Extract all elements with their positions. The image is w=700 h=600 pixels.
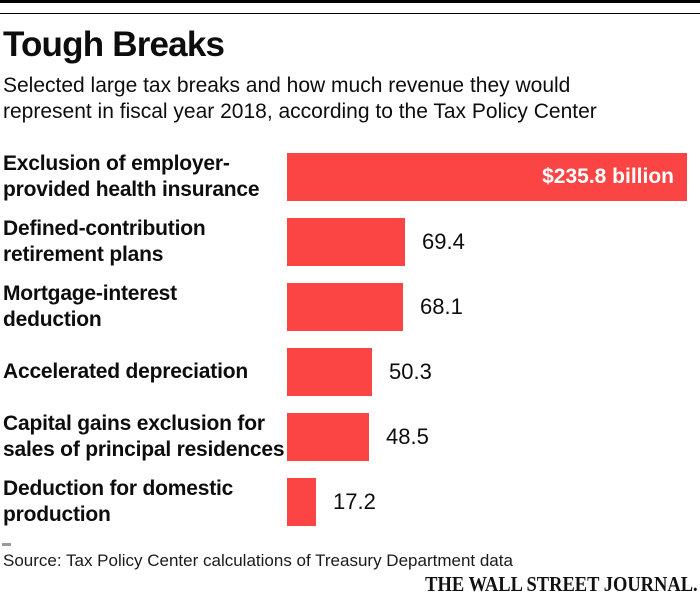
chart-subtitle: Selected large tax breaks and how much r… bbox=[3, 73, 597, 125]
category-label-line: deduction bbox=[3, 308, 102, 331]
chart-title: Tough Breaks bbox=[3, 25, 225, 64]
chart-rows: Exclusion of employer-provided health in… bbox=[0, 151, 700, 543]
source-note: Source: Tax Policy Center calculations o… bbox=[3, 551, 513, 570]
bar bbox=[287, 348, 372, 396]
category-label-line: Capital gains exclusion for bbox=[3, 412, 265, 435]
category-label: Exclusion of employer-provided health in… bbox=[0, 151, 287, 203]
category-label-line: retirement plans bbox=[3, 243, 164, 266]
bar-zone: 68.1 bbox=[287, 283, 700, 331]
bar-zone: $235.8 billion bbox=[287, 153, 700, 201]
category-label-line: Mortgage-interest bbox=[3, 282, 177, 305]
bar-zone: 50.3 bbox=[287, 348, 700, 396]
value-label: 68.1 bbox=[420, 294, 463, 319]
bar-zone: 48.5 bbox=[287, 413, 700, 461]
bar bbox=[287, 413, 369, 461]
value-label: 48.5 bbox=[386, 424, 429, 449]
chart-row: Defined-contribution retirement plans 69.4 bbox=[0, 216, 700, 268]
bar-zone: 17.2 bbox=[287, 478, 700, 526]
category-label: Deduction for domestic production bbox=[0, 476, 287, 528]
chart-row: Capital gains exclusion for sales of prin… bbox=[0, 411, 700, 463]
bar bbox=[287, 283, 403, 331]
value-label: $235.8 billion bbox=[542, 165, 674, 188]
category-label-line: production bbox=[3, 503, 111, 526]
value-label: 50.3 bbox=[389, 359, 432, 384]
chart-row: Accelerated depreciation 50.3 bbox=[0, 348, 700, 396]
baseline-tick bbox=[2, 543, 11, 546]
bar-zone: 69.4 bbox=[287, 218, 700, 266]
value-label: 17.2 bbox=[333, 489, 376, 514]
category-label: Accelerated depreciation bbox=[0, 359, 287, 385]
value-label: 69.4 bbox=[422, 229, 465, 254]
top-thin-rule bbox=[0, 13, 700, 14]
chart-row: Exclusion of employer-provided health in… bbox=[0, 151, 700, 203]
category-label-line: Exclusion of employer- bbox=[3, 152, 230, 175]
chart-subtitle-line2: represent in fiscal year 2018, according… bbox=[3, 100, 597, 123]
category-label: Capital gains exclusion for sales of prin… bbox=[0, 411, 287, 463]
chart-subtitle-line1: Selected large tax breaks and how much r… bbox=[3, 74, 571, 97]
bar bbox=[287, 478, 316, 526]
category-label-line: Defined-contribution bbox=[3, 217, 206, 240]
chart-row: Mortgage-interest deduction 68.1 bbox=[0, 281, 700, 333]
category-label-line: sales of principal residences bbox=[3, 438, 285, 461]
top-thick-rule bbox=[0, 0, 700, 3]
chart-row: Deduction for domestic production 17.2 bbox=[0, 476, 700, 528]
wsj-wordmark: THE WALL STREET JOURNAL. bbox=[425, 572, 698, 596]
category-label: Defined-contribution retirement plans bbox=[0, 216, 287, 268]
bar bbox=[287, 218, 405, 266]
bar: $235.8 billion bbox=[287, 153, 687, 201]
category-label-line: Accelerated depreciation bbox=[3, 360, 248, 383]
category-label-line: provided health insurance bbox=[3, 178, 260, 201]
category-label: Mortgage-interest deduction bbox=[0, 281, 287, 333]
category-label-line: Deduction for domestic bbox=[3, 477, 234, 500]
